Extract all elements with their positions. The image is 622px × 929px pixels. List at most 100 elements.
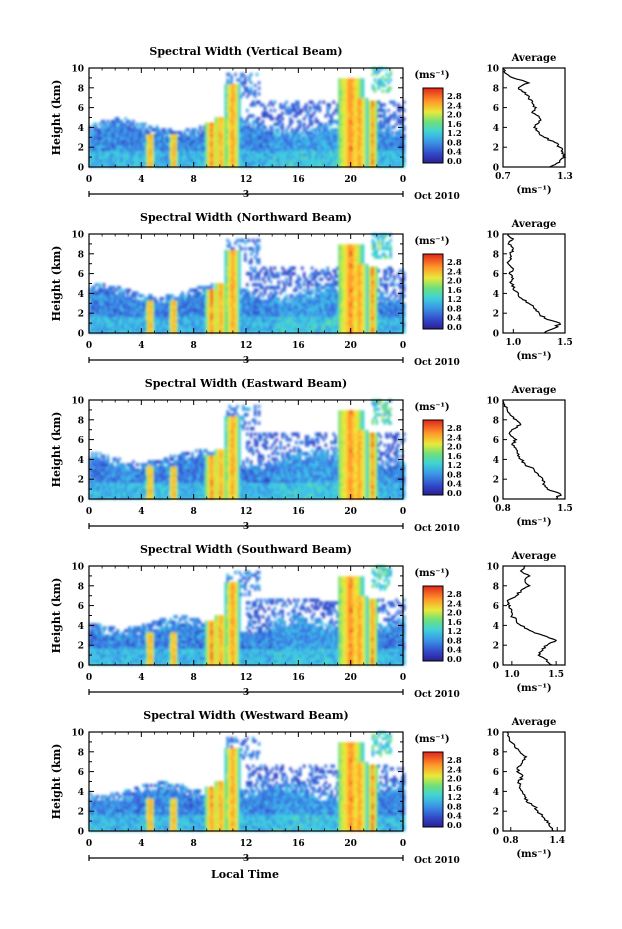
- heatmap-cell: [149, 316, 153, 320]
- heatmap-cell: [373, 142, 377, 146]
- heatmap-cell: [263, 106, 267, 110]
- heatmap-cell: [224, 266, 227, 270]
- heatmap-cell: [216, 285, 220, 290]
- heatmap-cell: [297, 147, 300, 151]
- heatmap-cell: [263, 133, 267, 138]
- heatmap-cell: [112, 161, 116, 165]
- heatmap-cell: [100, 316, 104, 320]
- heatmap-cell: [212, 155, 216, 160]
- heatmap-cell: [89, 327, 92, 331]
- heatmap-cell: [116, 125, 120, 129]
- heatmap-cell: [295, 103, 298, 107]
- heatmap-cell: [92, 150, 96, 154]
- heatmap-cell: [124, 158, 127, 163]
- heatmap-cell: [187, 142, 190, 146]
- heatmap-cell: [385, 117, 388, 121]
- heatmap-cell: [142, 310, 145, 315]
- heatmap-cell: [385, 128, 388, 132]
- heatmap-cell: [312, 147, 316, 151]
- heatmap-cell: [179, 321, 182, 326]
- heatmap-cell: [397, 144, 400, 149]
- heatmap-cell: [100, 327, 104, 331]
- heatmap-cell: [320, 133, 324, 138]
- heatmap-cell: [275, 128, 278, 132]
- heatmap-cell: [253, 89, 257, 93]
- heatmap-cell: [230, 302, 233, 306]
- heatmap-cell: [147, 319, 151, 323]
- heatmap-cell: [128, 308, 131, 312]
- heatmap-cell: [222, 316, 226, 320]
- heatmap-cell: [165, 133, 169, 138]
- heatmap-cell: [363, 144, 367, 149]
- heatmap-cell: [293, 155, 296, 160]
- heatmap-cell: [196, 147, 200, 151]
- heatmap-cell: [185, 313, 188, 317]
- heatmap-cell: [142, 150, 145, 154]
- heatmap-cell: [102, 316, 106, 320]
- heatmap-cell: [151, 308, 155, 312]
- heatmap-cell: [389, 144, 392, 149]
- heatmap-cell: [222, 308, 226, 312]
- day-label: 3: [243, 190, 249, 200]
- heatmap-cell: [326, 133, 330, 138]
- heatmap-cell: [314, 128, 318, 132]
- heatmap-cell: [218, 310, 222, 315]
- heatmap-cell: [191, 142, 194, 146]
- heatmap-cell: [202, 302, 206, 306]
- heatmap-cell: [169, 161, 173, 165]
- heatmap-cell: [161, 310, 165, 315]
- heatmap-cell: [159, 158, 163, 163]
- heatmap-cell: [310, 161, 314, 165]
- heatmap-cell: [355, 89, 359, 93]
- heatmap-cell: [359, 83, 363, 88]
- heatmap-cell: [369, 164, 373, 168]
- heatmap-cell: [332, 147, 335, 151]
- heatmap-cell: [147, 302, 151, 306]
- heatmap-cell: [326, 108, 330, 113]
- heatmap-cell: [287, 164, 290, 168]
- heatmap-cell: [314, 155, 318, 160]
- heatmap-cell: [159, 297, 163, 301]
- heatmap-cell: [355, 94, 359, 99]
- heatmap-cell: [275, 122, 278, 126]
- heatmap-cell: [118, 305, 121, 309]
- heatmap-cell: [179, 142, 182, 146]
- heatmap-cell: [142, 302, 145, 306]
- heatmap-cell: [381, 158, 384, 163]
- heatmap-cell: [344, 136, 347, 140]
- heatmap-cell: [273, 158, 277, 163]
- heatmap-cell: [126, 158, 129, 163]
- heatmap-cell: [389, 133, 392, 138]
- heatmap-cell: [216, 147, 220, 151]
- heatmap-cell: [204, 142, 208, 146]
- heatmap-cell: [181, 142, 184, 146]
- heatmap-cell: [230, 277, 233, 281]
- heatmap-cell: [136, 128, 139, 132]
- heatmap-cell: [242, 72, 245, 77]
- heatmap-cell: [383, 150, 386, 154]
- heatmap-cell: [403, 128, 406, 132]
- heatmap-cell: [212, 327, 216, 331]
- heatmap-cell: [165, 308, 169, 312]
- heatmap-cell: [232, 119, 235, 124]
- heatmap-cell: [265, 155, 269, 160]
- heatmap-cell: [140, 302, 143, 306]
- heatmap-cell: [91, 155, 94, 160]
- heatmap-cell: [365, 103, 369, 107]
- heatmap-cell: [361, 119, 365, 124]
- heatmap-cell: [96, 131, 100, 135]
- heatmap-cell: [92, 321, 96, 326]
- heatmap-cell: [350, 94, 353, 99]
- heatmap-cell: [395, 158, 398, 163]
- heatmap-cell: [371, 111, 375, 115]
- heatmap-cell: [196, 161, 200, 165]
- colorbar-tick-label: 2.4: [447, 101, 462, 111]
- heatmap-cell: [232, 308, 235, 312]
- heatmap-cell: [342, 106, 345, 110]
- heatmap-cell: [240, 142, 243, 146]
- heatmap-cell: [232, 277, 235, 281]
- heatmap-cell: [352, 81, 355, 85]
- heatmap-cell: [147, 150, 151, 154]
- heatmap-cell: [348, 147, 351, 151]
- heatmap-cell: [236, 106, 239, 110]
